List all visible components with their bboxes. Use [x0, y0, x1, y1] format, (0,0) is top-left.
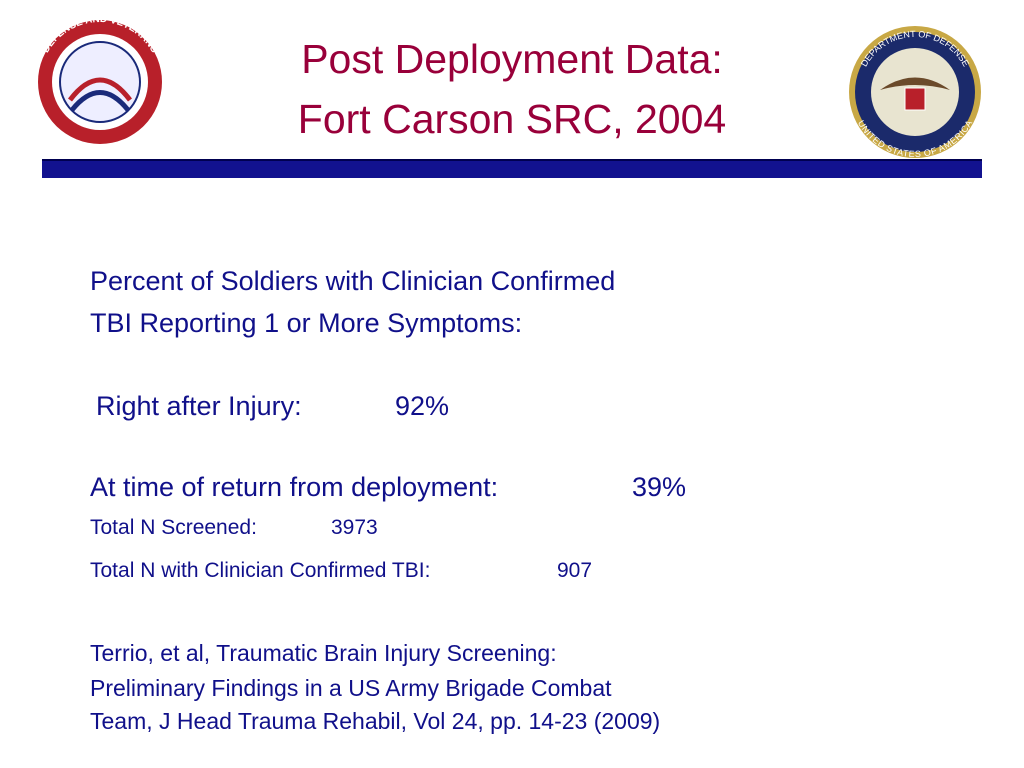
reference: Terrio, et al, Traumatic Brain Injury Sc…	[90, 640, 557, 666]
value: 3973	[331, 516, 378, 539]
reference: Team, J Head Trauma Rehabil, Vol 24, pp.…	[90, 708, 661, 734]
header-bar	[42, 160, 982, 178]
label: Total N Screened:	[90, 516, 257, 539]
intro: Percent of Soldiers with Clinician Confi…	[90, 266, 616, 296]
title: Post Deployment Data:	[301, 36, 723, 82]
label: At time of return from deployment:	[90, 472, 499, 502]
label: Right after Injury:	[96, 391, 302, 421]
right-logo: DEPARTMENT OF DEFENSE UNITED STATES OF A…	[849, 26, 981, 159]
reference: Preliminary Findings in a US Army Brigad…	[90, 675, 612, 701]
intro: TBI Reporting 1 or More Symptoms:	[90, 308, 523, 338]
value: 39%	[632, 472, 687, 502]
value: 907	[557, 559, 593, 582]
label: Total N with Clinician Confirmed TBI:	[90, 559, 431, 582]
value: 92%	[395, 391, 450, 421]
title: Fort Carson SRC, 2004	[297, 96, 727, 142]
